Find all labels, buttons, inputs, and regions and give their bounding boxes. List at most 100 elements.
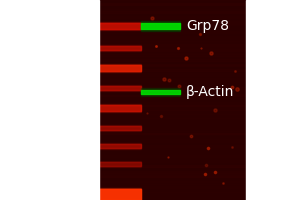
- Bar: [99, 196, 246, 197]
- Text: β-Actin: β-Actin: [186, 85, 234, 99]
- Bar: [99, 171, 246, 172]
- Bar: [99, 22, 141, 30]
- Bar: [99, 39, 246, 41]
- Bar: [99, 144, 141, 148]
- Bar: [99, 44, 246, 46]
- Bar: [99, 162, 141, 166]
- Text: Grp78: Grp78: [186, 19, 229, 33]
- Bar: [99, 198, 246, 200]
- Bar: [99, 57, 246, 58]
- Bar: [99, 52, 246, 53]
- Bar: [99, 168, 246, 170]
- Bar: [99, 36, 246, 38]
- Bar: [99, 130, 246, 132]
- Bar: [99, 158, 246, 159]
- Bar: [99, 135, 246, 137]
- Bar: [99, 49, 246, 51]
- Bar: [99, 105, 246, 106]
- Bar: [99, 115, 246, 116]
- Bar: [99, 14, 246, 15]
- Bar: [99, 178, 246, 180]
- Bar: [99, 3, 246, 5]
- Bar: [99, 160, 246, 162]
- Bar: [99, 82, 246, 84]
- Bar: [141, 88, 180, 96]
- Bar: [99, 145, 246, 147]
- Bar: [141, 21, 180, 31]
- Bar: [99, 47, 246, 48]
- Bar: [99, 11, 246, 13]
- Bar: [99, 186, 246, 187]
- Bar: [99, 34, 246, 35]
- Bar: [99, 29, 246, 30]
- Bar: [99, 54, 246, 56]
- Bar: [99, 6, 246, 8]
- Bar: [99, 193, 246, 195]
- Bar: [99, 155, 246, 157]
- Bar: [99, 1, 246, 3]
- Bar: [99, 125, 246, 127]
- Bar: [99, 102, 246, 104]
- Bar: [99, 62, 246, 63]
- Bar: [99, 120, 246, 122]
- Bar: [99, 87, 246, 89]
- Bar: [99, 104, 141, 112]
- Bar: [99, 110, 246, 111]
- Bar: [99, 165, 246, 167]
- Bar: [99, 23, 141, 29]
- Bar: [141, 90, 180, 94]
- Bar: [99, 125, 141, 131]
- Bar: [99, 161, 141, 167]
- Bar: [99, 64, 141, 72]
- Bar: [99, 90, 246, 91]
- Bar: [99, 188, 246, 190]
- Bar: [99, 41, 246, 43]
- Bar: [99, 148, 246, 149]
- Bar: [99, 191, 246, 192]
- Bar: [99, 107, 246, 109]
- Bar: [99, 65, 141, 71]
- Bar: [99, 31, 246, 33]
- Bar: [0, 0, 99, 200]
- Bar: [99, 21, 246, 23]
- Bar: [99, 117, 246, 119]
- Bar: [99, 24, 246, 25]
- Bar: [246, 0, 300, 200]
- Bar: [99, 0, 246, 200]
- Bar: [99, 67, 246, 68]
- Bar: [99, 59, 246, 61]
- Bar: [99, 183, 246, 185]
- Bar: [99, 128, 246, 129]
- Bar: [99, 86, 141, 90]
- Bar: [99, 188, 141, 200]
- Bar: [99, 181, 246, 182]
- Bar: [99, 100, 246, 101]
- Bar: [99, 150, 246, 152]
- Bar: [99, 74, 246, 76]
- Bar: [99, 112, 246, 114]
- Bar: [99, 140, 246, 142]
- Bar: [99, 45, 141, 51]
- Bar: [99, 72, 246, 73]
- Bar: [99, 79, 246, 81]
- Bar: [99, 153, 246, 154]
- Bar: [99, 105, 141, 111]
- Bar: [99, 163, 246, 165]
- Bar: [99, 69, 246, 71]
- Bar: [99, 176, 246, 177]
- Bar: [99, 122, 246, 124]
- Bar: [99, 143, 141, 149]
- Bar: [99, 16, 246, 18]
- Bar: [99, 85, 141, 91]
- Bar: [99, 173, 246, 175]
- Bar: [99, 95, 246, 96]
- Bar: [99, 84, 246, 86]
- Bar: [99, 92, 246, 94]
- Bar: [99, 77, 246, 78]
- Bar: [99, 19, 246, 20]
- Bar: [99, 97, 246, 99]
- Bar: [99, 9, 246, 10]
- Bar: [99, 46, 141, 50]
- Bar: [99, 133, 246, 134]
- Bar: [99, 138, 246, 139]
